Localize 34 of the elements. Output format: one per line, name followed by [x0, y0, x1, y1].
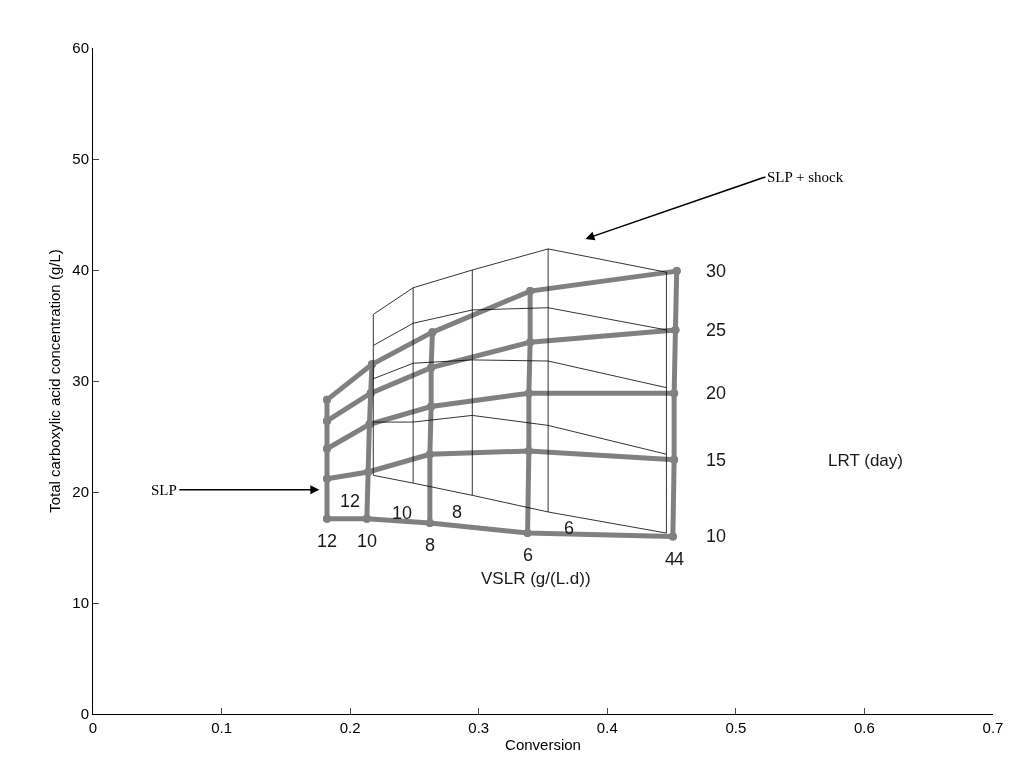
y-tick-label: 10 — [72, 594, 89, 612]
x-tick-label: 0.6 — [854, 719, 875, 736]
y-tick-label: 30 — [72, 372, 89, 390]
x-tick-label: 0.7 — [982, 719, 1004, 736]
x-tick-label: 0.3 — [468, 719, 490, 736]
y-tick-label: 40 — [72, 261, 89, 279]
annotation: 10 — [706, 526, 727, 546]
x-tick-label: 0.2 — [339, 719, 361, 736]
annotation: 8 — [425, 535, 436, 555]
x-tick-label: 0.1 — [211, 719, 232, 736]
y-tick-label: 50 — [72, 150, 89, 168]
y-tick-label: 0 — [80, 705, 89, 723]
annotation: 8 — [452, 502, 463, 522]
annotation: 4 — [674, 549, 685, 569]
x-tick-label: 0.4 — [596, 719, 618, 736]
annotation: 20 — [706, 383, 727, 403]
annotation: SLP — [151, 482, 177, 498]
annotation: 10 — [357, 531, 378, 551]
y-tick-label: 20 — [72, 483, 89, 501]
annotation: SLP + shock — [767, 169, 844, 185]
y-axis-title: Total carboxylic acid concentration (g/L) — [45, 249, 63, 513]
annotation: 6 — [523, 545, 534, 565]
annotation: 15 — [706, 450, 727, 470]
annotation: 12 — [317, 531, 338, 551]
x-axis-title: Conversion — [505, 736, 581, 753]
y-tick-label: 60 — [72, 39, 89, 57]
annotation: 12 — [340, 491, 361, 511]
annotation: 4 — [665, 549, 676, 569]
x-tick-label: 0.5 — [725, 719, 747, 736]
annotation: 30 — [706, 261, 727, 281]
annotation: 25 — [706, 320, 727, 340]
annotation: 10 — [392, 503, 413, 523]
annotation: LRT (day) — [828, 451, 903, 470]
annotation: VSLR (g/(L.d)) — [481, 569, 591, 588]
